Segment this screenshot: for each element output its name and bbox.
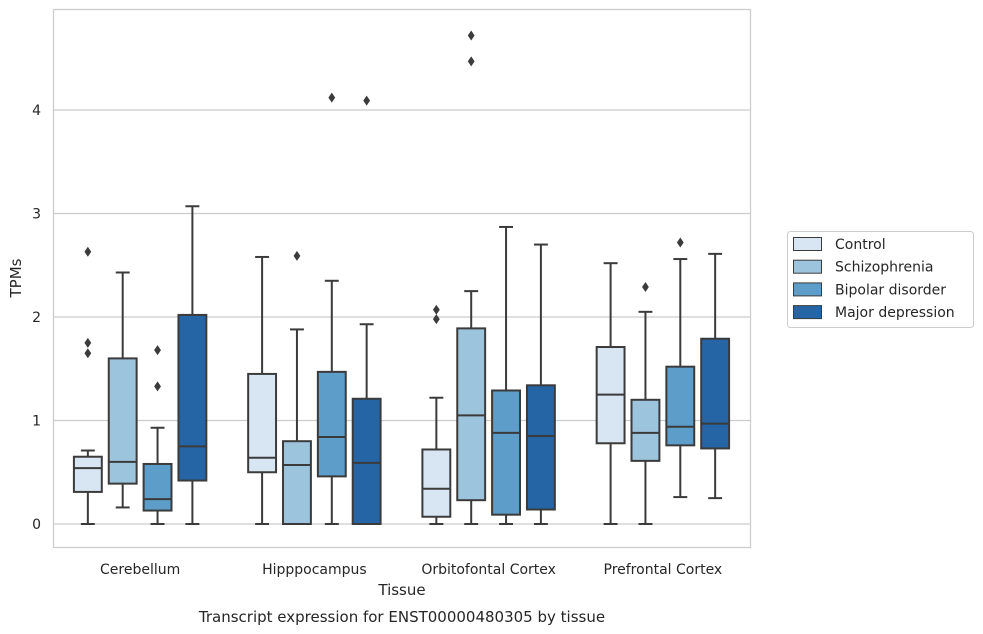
iqr-box <box>421 448 452 518</box>
iqr-box <box>456 327 487 502</box>
box-0-1 <box>107 271 138 509</box>
box-1-1 <box>282 250 312 526</box>
x-axis-label: Tissue <box>377 581 425 599</box>
outlier-point <box>467 56 475 67</box>
box-3-0 <box>595 262 626 525</box>
box-1-0 <box>247 255 278 525</box>
box-1-3 <box>351 95 382 526</box>
x-tick-label: Prefrontal Cortex <box>604 562 723 578</box>
iqr-box <box>107 357 138 485</box>
legend-entry-label: Schizophrenia <box>835 260 933 276</box>
box-3-2 <box>665 237 696 499</box>
outlier-point <box>432 314 440 325</box>
outlier-point <box>676 237 684 248</box>
figure-caption: Transcript expression for ENST0000048030… <box>198 608 605 626</box>
outlier-point <box>84 246 92 257</box>
box-2-3 <box>525 243 556 525</box>
legend-frame <box>787 231 974 328</box>
outlier-point <box>467 30 475 41</box>
box-0-0 <box>72 246 103 525</box>
plot-area-frame <box>52 8 752 549</box>
box-0-3 <box>177 205 208 525</box>
iqr-box <box>700 337 731 450</box>
y-tick-label: 3 <box>32 207 41 223</box>
iqr-box <box>491 389 521 516</box>
iqr-box <box>316 370 347 478</box>
box-0-2 <box>142 345 173 525</box>
box-2-2 <box>491 225 521 525</box>
iqr-box <box>247 372 278 474</box>
iqr-box <box>142 462 173 512</box>
iqr-box <box>177 313 208 482</box>
legend-entry-label: Control <box>835 237 886 253</box>
box-3-1 <box>630 281 661 525</box>
outlier-point <box>84 348 92 359</box>
outlier-point <box>154 345 161 356</box>
x-tick-label: Cerebellum <box>100 562 180 578</box>
outlier-point <box>432 304 440 315</box>
iqr-box <box>282 440 312 526</box>
y-tick-label: 0 <box>32 517 41 533</box>
box-2-0 <box>421 304 452 525</box>
y-axis-ticks: 0 1 2 3 4 <box>32 103 41 533</box>
legend-swatch <box>793 305 822 320</box>
box-2-1 <box>456 30 487 525</box>
iqr-box <box>351 397 382 526</box>
y-tick-label: 1 <box>32 414 41 430</box>
y-tick-label: 4 <box>32 103 41 119</box>
iqr-box <box>665 365 696 447</box>
legend-entry-label: Bipolar disorder <box>835 282 946 298</box>
outlier-point <box>84 337 92 348</box>
box-3-3 <box>700 252 731 500</box>
iqr-box <box>630 398 661 462</box>
outlier-point <box>328 92 336 103</box>
iqr-box <box>72 455 103 493</box>
legend-swatch <box>793 237 822 251</box>
outlier-point <box>642 281 649 292</box>
y-tick-label: 2 <box>32 310 41 326</box>
x-tick-label: Orbitofontal Cortex <box>421 562 556 578</box>
outlier-point <box>363 95 371 106</box>
x-axis-ticks: Cerebellum Hipppocampus Orbitofontal Corte… <box>100 562 722 578</box>
x-tick-label: Hipppocampus <box>262 562 367 578</box>
legend: Control Schizophrenia Bipolar disorder Majo… <box>787 231 974 328</box>
y-axis-label: TPMs <box>7 258 25 298</box>
legend-entry-label: Major depression <box>835 305 955 321</box>
box-plot-marks <box>72 30 731 526</box>
legend-swatch <box>793 282 822 297</box>
iqr-box <box>525 384 556 511</box>
outlier-point <box>154 381 161 392</box>
outlier-point <box>293 250 301 261</box>
legend-swatch <box>793 259 822 274</box>
box-1-2 <box>316 92 347 525</box>
